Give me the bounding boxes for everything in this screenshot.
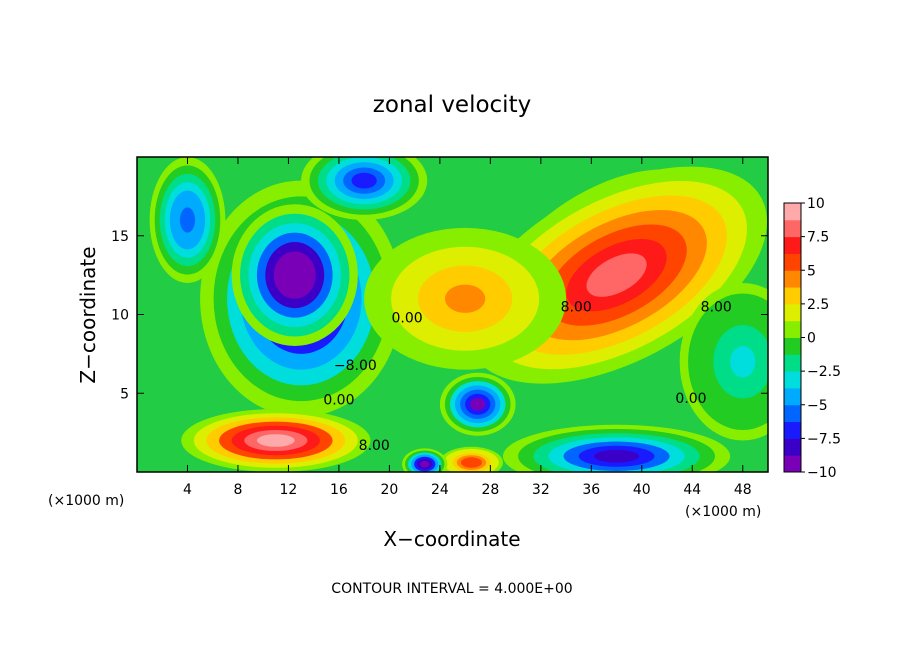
heatmap-ring	[465, 459, 478, 466]
x-tick-label: 32	[532, 482, 550, 498]
heatmap-feature-3	[503, 424, 731, 472]
contour-label: −8.00	[334, 358, 377, 374]
x-axis-ticks: 4 8 12 16 20 24 28 32 36 40 44 48	[183, 157, 752, 498]
heatmap-ring	[282, 260, 308, 290]
colorbar-tick-label: −2.5	[807, 364, 841, 380]
colorbar-tick-label: 10	[807, 196, 825, 212]
heatmap-feature-4	[439, 372, 516, 436]
heatmap-ring	[351, 172, 377, 189]
contour-label: 0.00	[391, 311, 422, 327]
x-axis-label: X−coordinate	[383, 527, 520, 551]
x-units-right: (×1000 m)	[685, 504, 761, 520]
heatmap-ring	[593, 449, 640, 463]
x-tick-label: 36	[582, 482, 600, 498]
heatmap-ring	[586, 253, 647, 297]
y-tick-label: 15	[111, 229, 129, 245]
colorbar-swatch	[784, 253, 801, 271]
contour-labels: −8.00 0.00 0.00 8.00 8.00 8.00 0.00	[323, 300, 732, 455]
heatmap-ring	[179, 207, 196, 233]
colorbar-swatch	[784, 438, 801, 456]
x-tick-label: 20	[380, 482, 398, 498]
colorbar-swatch	[784, 354, 801, 372]
heatmap-feature-2	[301, 157, 428, 220]
heatmap-feature-11	[364, 227, 567, 370]
heatmap-ring	[256, 434, 295, 447]
colorbar-swatch	[784, 455, 801, 473]
x-tick-label: 24	[431, 482, 449, 498]
x-tick-label: 4	[183, 482, 192, 498]
y-tick-label: 5	[120, 386, 129, 402]
colorbar-tick-label: 2.5	[807, 297, 829, 313]
heatmap-feature-8	[181, 409, 371, 472]
x-units-left: (×1000 m)	[48, 493, 124, 509]
colorbar-swatch	[784, 320, 801, 338]
colorbar-swatch	[784, 203, 801, 221]
x-tick-label: 44	[683, 482, 701, 498]
colorbar-swatch	[784, 371, 801, 389]
heatmap-feature-1	[231, 204, 358, 346]
heatmap-feature-12	[679, 283, 768, 441]
chart-title: zonal velocity	[373, 92, 531, 118]
x-tick-label: 8	[233, 482, 242, 498]
colorbar-swatch	[784, 404, 801, 423]
colorbar-tick-label: −10	[807, 465, 837, 481]
y-axis-ticks: 5 10 15	[111, 229, 768, 402]
colorbar-swatch	[784, 270, 801, 288]
y-axis-label: Z−coordinate	[76, 246, 100, 383]
colorbar-tick-label: 0	[807, 331, 816, 347]
colorbar-swatch	[784, 387, 801, 406]
colorbar-swatch	[784, 303, 801, 322]
colorbar-swatch	[784, 219, 801, 238]
heatmap-feature-10	[402, 448, 448, 472]
colorbar-swatch	[784, 421, 801, 439]
contour-label: 8.00	[701, 300, 732, 316]
colorbar-swatch	[784, 337, 801, 355]
contour-interval-note: CONTOUR INTERVAL = 4.000E+00	[331, 581, 572, 597]
heatmap-feature-9	[439, 446, 503, 472]
heatmap-feature-5	[149, 157, 226, 283]
colorbar-tick-label: 5	[807, 263, 816, 279]
x-tick-label: 28	[481, 482, 499, 498]
x-tick-label: 48	[734, 482, 752, 498]
x-tick-label: 40	[633, 482, 651, 498]
heatmap-ring	[470, 397, 486, 411]
x-tick-label: 16	[330, 482, 348, 498]
heatmap-ring	[444, 284, 486, 313]
colorbar: 10 7.5 5 2.5 0 −2.5 −5 −7.5 −10	[783, 196, 841, 481]
contour-label: 8.00	[561, 300, 592, 316]
contour-label: 0.00	[323, 393, 354, 409]
colorbar-tick-label: −5	[807, 398, 828, 414]
heatmap-ring	[420, 460, 430, 468]
colorbar-swatch	[784, 287, 801, 305]
y-tick-label: 10	[111, 308, 129, 324]
heatmap-ring	[730, 346, 756, 378]
contour-label: 0.00	[675, 391, 706, 407]
colorbar-swatch	[784, 236, 801, 254]
colorbar-tick-label: −7.5	[807, 431, 841, 447]
heatmap-field	[137, 157, 768, 472]
x-tick-label: 12	[280, 482, 298, 498]
colorbar-tick-label: 7.5	[807, 230, 829, 246]
contour-label: 8.00	[359, 438, 390, 454]
